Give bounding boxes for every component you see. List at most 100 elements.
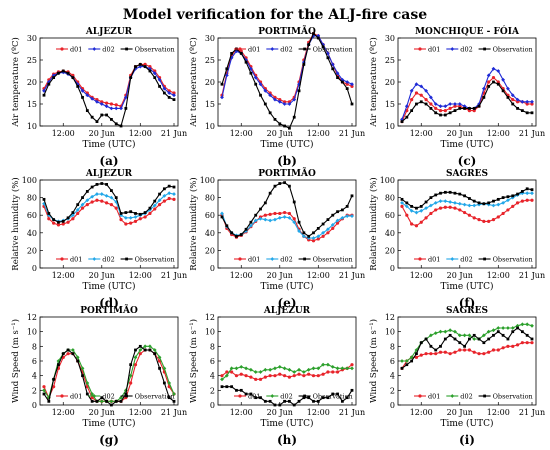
legend-marker-observation bbox=[303, 47, 306, 51]
data-point-observation bbox=[336, 76, 339, 79]
legend-marker-d01 bbox=[238, 47, 242, 51]
data-point-d02 bbox=[292, 220, 297, 225]
plot-frame bbox=[217, 179, 357, 269]
data-point-observation bbox=[81, 196, 84, 199]
y-tick-label: 60 bbox=[205, 211, 215, 220]
legend-marker-d02 bbox=[270, 47, 275, 51]
series-line-observation bbox=[221, 182, 353, 237]
y-tick-label: 40 bbox=[27, 229, 37, 238]
data-point-d01 bbox=[530, 198, 534, 202]
data-point-d02 bbox=[273, 97, 277, 102]
data-point-observation bbox=[482, 202, 486, 206]
data-point-d01 bbox=[258, 377, 263, 381]
legend-label-d01: d01 bbox=[248, 46, 260, 54]
y-axis-label: Relative humidity (%) bbox=[10, 177, 21, 270]
x-tick-label: 12:00 bbox=[129, 129, 152, 138]
data-point-observation bbox=[487, 85, 491, 88]
chart-panel-8: ALJEZUR 0 2 4 6 8 10 12 12:00 20 Jun 12:00 21 Jun Ti… bbox=[188, 306, 365, 447]
y-tick-label: 20 bbox=[385, 78, 395, 87]
series-line-d02 bbox=[43, 192, 175, 222]
data-point-d01 bbox=[287, 375, 292, 379]
legend: d01 d02 Observation bbox=[56, 256, 175, 264]
legend-marker-d01 bbox=[238, 394, 242, 398]
data-point-d01 bbox=[76, 211, 80, 216]
data-point-observation bbox=[439, 113, 442, 117]
data-point-d01 bbox=[71, 217, 75, 221]
legend-label-d01: d01 bbox=[248, 256, 260, 264]
data-point-d01 bbox=[448, 106, 452, 110]
legend-marker-d01 bbox=[418, 47, 422, 51]
data-point-observation bbox=[345, 205, 349, 208]
data-point-d02 bbox=[486, 73, 491, 78]
y-tick-label: 10 bbox=[385, 122, 395, 131]
data-point-d01 bbox=[66, 352, 70, 356]
x-tick-label: 12:00 bbox=[410, 271, 433, 280]
data-point-d02 bbox=[520, 322, 525, 327]
data-point-observation bbox=[167, 396, 171, 400]
data-point-observation bbox=[405, 363, 409, 367]
data-point-d02 bbox=[157, 355, 162, 360]
data-point-observation bbox=[292, 403, 296, 407]
data-point-observation bbox=[268, 111, 272, 115]
data-point-observation bbox=[288, 399, 291, 403]
data-point-d02 bbox=[258, 216, 263, 221]
data-point-d01 bbox=[496, 215, 500, 219]
data-point-observation bbox=[167, 184, 171, 188]
data-point-d01 bbox=[424, 98, 428, 102]
data-point-observation bbox=[42, 197, 46, 201]
data-point-observation bbox=[453, 337, 457, 341]
data-point-observation bbox=[463, 344, 466, 348]
y-tick-label: 2 bbox=[390, 386, 395, 395]
data-point-d02 bbox=[335, 71, 340, 76]
x-tick-label: 20 Jun bbox=[267, 271, 293, 280]
data-point-d01 bbox=[414, 224, 419, 228]
panel-title: ALJEZUR bbox=[85, 27, 133, 37]
data-point-d01 bbox=[419, 220, 423, 224]
data-point-observation bbox=[297, 220, 301, 224]
data-point-observation bbox=[530, 111, 534, 115]
y-tick-label: 0 bbox=[390, 401, 395, 410]
data-point-d01 bbox=[167, 196, 171, 201]
data-point-observation bbox=[316, 227, 320, 230]
y-tick-label: 30 bbox=[385, 34, 395, 43]
data-point-observation bbox=[57, 71, 60, 75]
data-point-d02 bbox=[443, 329, 448, 334]
x-tick-label: 20 Jun bbox=[267, 408, 293, 417]
data-point-observation bbox=[273, 184, 277, 188]
data-point-d02 bbox=[409, 88, 414, 93]
panel-label: (c) bbox=[458, 154, 477, 168]
data-point-d01 bbox=[429, 352, 433, 356]
data-point-observation bbox=[235, 388, 238, 392]
data-point-d02 bbox=[70, 348, 75, 352]
legend-marker-observation bbox=[125, 47, 128, 51]
data-point-d01 bbox=[477, 352, 481, 356]
data-point-d01 bbox=[148, 65, 152, 69]
data-point-d01 bbox=[124, 222, 128, 226]
data-point-observation bbox=[76, 359, 80, 363]
data-point-d02 bbox=[162, 193, 167, 198]
data-point-d02 bbox=[400, 117, 404, 122]
data-point-d01 bbox=[292, 217, 296, 221]
panel-title: PORTIMÃO bbox=[258, 167, 316, 179]
data-point-observation bbox=[47, 212, 51, 215]
data-point-d01 bbox=[172, 197, 176, 201]
y-tick-label: 10 bbox=[27, 328, 37, 337]
data-point-d02 bbox=[273, 366, 277, 371]
data-point-observation bbox=[340, 208, 344, 212]
data-point-observation bbox=[525, 187, 529, 191]
data-point-observation bbox=[85, 109, 89, 112]
data-point-d01 bbox=[278, 98, 282, 102]
data-point-d02 bbox=[335, 366, 340, 371]
series-line-d02 bbox=[221, 364, 352, 380]
legend-label-observation: Observation bbox=[493, 256, 533, 264]
data-point-observation bbox=[90, 115, 94, 119]
data-point-d01 bbox=[129, 381, 133, 385]
data-point-d01 bbox=[491, 76, 496, 80]
data-point-observation bbox=[415, 352, 418, 356]
y-tick-label: 2 bbox=[210, 386, 215, 395]
data-point-d02 bbox=[530, 99, 534, 104]
series-line-observation bbox=[221, 32, 353, 129]
chart-panel-6: SAGRES 0 20 40 60 80 100 12:00 20 Jun 12:00 21 Jun… bbox=[368, 169, 545, 310]
data-point-observation bbox=[57, 220, 60, 224]
data-point-observation bbox=[114, 122, 118, 126]
